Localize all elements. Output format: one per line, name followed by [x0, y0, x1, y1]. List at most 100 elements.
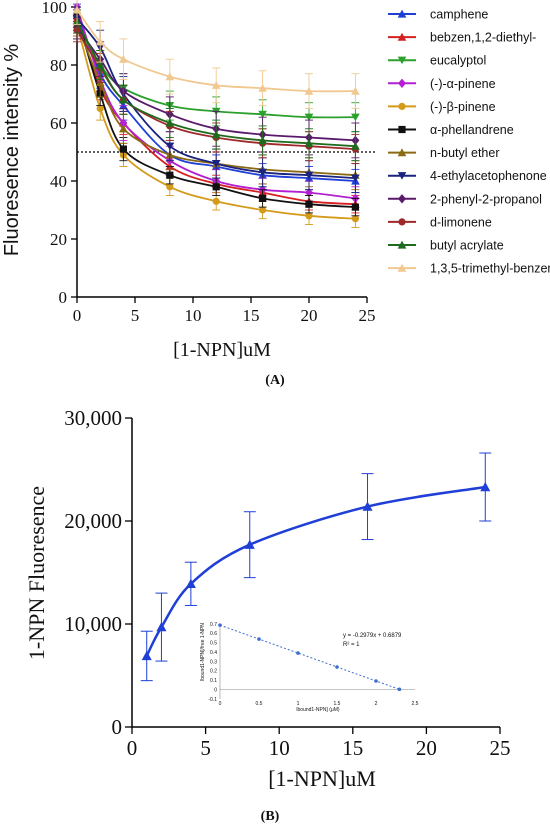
legend-swatch-marker [397, 148, 407, 157]
data-point [212, 183, 220, 191]
legend-label: 2-phenyl-2-propanol [430, 192, 542, 206]
data-point [72, 5, 82, 14]
data-point [480, 481, 491, 492]
legend-label: n-butyl ether [430, 146, 499, 160]
inset-r-squared: R² = 1 [343, 642, 360, 648]
legend-swatch-marker [397, 9, 407, 18]
data-point [351, 174, 360, 183]
data-point [119, 54, 128, 63]
data-point [351, 86, 360, 95]
inset-data-point [257, 637, 261, 641]
legend-item: (-)-α-pinene [388, 77, 496, 91]
data-point [258, 110, 267, 119]
data-point [305, 187, 313, 198]
inset-equation: y = -0.2979x + 0.6879 [343, 633, 402, 639]
legend-item: butyl acrylate [388, 239, 504, 253]
legend-label: 4-ethylacetophenone [430, 169, 547, 183]
data-point [165, 72, 175, 81]
y-tick-label: 30,000 [64, 406, 122, 430]
data-point [304, 86, 314, 95]
inset-x-tick-label: 2.5 [412, 701, 419, 707]
panel-a-x-axis-label: [1-NPN]uM [173, 339, 271, 361]
data-point [304, 138, 314, 147]
data-point [351, 141, 360, 150]
y-tick-label: 100 [42, 0, 68, 17]
series-line [76, 18, 356, 179]
data-point [211, 80, 221, 89]
inset-axes: 0 0.5 1 1.5 2 2.5-0.100.10.20.30.40.50.60.7 [208, 622, 418, 707]
inset-data-points [218, 623, 402, 692]
data-point [165, 118, 175, 127]
legend-item: n-butyl ether [388, 146, 499, 160]
inset-x-tick-label: 0 [219, 701, 222, 707]
data-point [211, 130, 221, 139]
legend-swatch-marker [397, 263, 407, 272]
inset-data-point [218, 623, 222, 627]
y-tick-label: 20,000 [64, 509, 122, 533]
inset-y-tick-label: 0.6 [210, 631, 217, 637]
legend-label: d-limonene [430, 215, 492, 229]
legend-swatch-marker [398, 125, 406, 134]
y-tick-label: 40 [50, 172, 67, 191]
data-point [165, 142, 175, 151]
x-tick-label: 5 [200, 736, 211, 760]
inset-data-point [397, 687, 402, 692]
inset-x-axis-label: lbound1-NPN] (μM) [296, 707, 340, 713]
data-point [351, 203, 359, 211]
x-tick-label: 15 [342, 736, 363, 760]
legend-label: 1,3,5-trimethyl-benzen [430, 262, 550, 276]
legend-swatch-marker [397, 240, 407, 249]
legend-item: (-)-β-pinene [388, 100, 496, 114]
data-point [211, 160, 221, 168]
inset-data-point [296, 651, 300, 655]
data-point-group [140, 630, 153, 682]
inset-y-tick-label: -0.1 [208, 697, 217, 703]
panel-b-fit-curve [145, 485, 486, 657]
inset-data-point [374, 679, 378, 683]
y-tick-label: 0 [59, 288, 68, 307]
x-tick-label: 0 [127, 736, 138, 760]
legend-swatch-marker [397, 56, 407, 65]
data-point [141, 650, 152, 661]
data-point [351, 215, 359, 223]
x-tick-label: 0 [73, 306, 82, 325]
panel-b-x-axis-label: [1-NPN]uM [268, 766, 376, 791]
x-tick-label: 10 [185, 306, 202, 325]
legend-item: 1,3,5-trimethyl-benzen [388, 262, 550, 276]
x-tick-label: 10 [269, 736, 290, 760]
data-point [258, 168, 267, 177]
inset-y-tick-label: 0.4 [210, 650, 217, 656]
data-point [156, 622, 167, 632]
inset-data-point [335, 665, 339, 669]
legend-swatch-marker [397, 172, 407, 180]
legend-item: eucalyptol [388, 54, 486, 68]
y-tick-label: 20 [50, 230, 67, 249]
data-point [258, 83, 267, 92]
data-point [362, 501, 373, 511]
x-tick-label: 5 [131, 306, 140, 325]
inset-y-tick-label: 0.3 [210, 659, 217, 665]
y-tick-label: 10,000 [64, 612, 122, 636]
inset-x-tick-label: 2 [375, 701, 378, 707]
data-point-group [184, 561, 197, 606]
data-point [95, 37, 105, 46]
data-point-group [155, 592, 168, 662]
series-12 [72, 0, 360, 109]
legend-item: d-limonene [388, 215, 492, 229]
y-tick-label: 0 [112, 715, 123, 739]
inset-x-tick-label: 1 [297, 701, 300, 707]
panel-a-label: (A) [265, 373, 285, 388]
inset-y-tick-label: 0 [214, 687, 217, 693]
legend-label: (-)-α-pinene [430, 77, 496, 91]
inset-x-tick-label: 0.5 [256, 701, 263, 707]
inset-x-tick-label: 1.5 [334, 701, 341, 707]
data-point [259, 194, 267, 202]
data-point [96, 104, 104, 113]
legend-label: butyl acrylate [430, 239, 504, 253]
legend-swatch-marker [397, 32, 407, 41]
legend-item: 2-phenyl-2-propanol [388, 192, 542, 206]
legend-label: camphene [430, 8, 488, 22]
